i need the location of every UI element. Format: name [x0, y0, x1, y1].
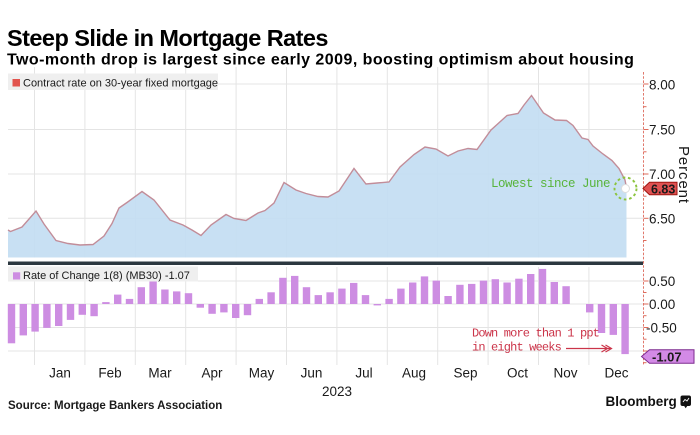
- svg-text:Nov: Nov: [553, 366, 577, 381]
- svg-text:Bloomberg: Bloomberg: [606, 394, 677, 409]
- svg-text:-0.50: -0.50: [646, 320, 677, 335]
- svg-text:Mar: Mar: [148, 366, 172, 381]
- svg-text:in eight weeks: in eight weeks: [472, 341, 562, 355]
- svg-text:Aug: Aug: [402, 366, 426, 381]
- svg-text:Source: Mortgage Bankers Assoc: Source: Mortgage Bankers Association: [8, 400, 222, 412]
- svg-text:-1.07: -1.07: [652, 349, 682, 364]
- svg-text:Jun: Jun: [301, 366, 323, 381]
- svg-text:Feb: Feb: [98, 366, 121, 381]
- svg-text:Rate of Change 1(8) (MB30) -1.: Rate of Change 1(8) (MB30) -1.07: [23, 270, 190, 282]
- svg-text:Jul: Jul: [355, 366, 372, 381]
- svg-text:Jan: Jan: [49, 366, 71, 381]
- svg-text:Apr: Apr: [201, 366, 223, 381]
- svg-text:6.83: 6.83: [651, 182, 675, 196]
- svg-text:Steep Slide in Mortgage Rates: Steep Slide in Mortgage Rates: [7, 25, 328, 51]
- svg-text:Sep: Sep: [453, 366, 477, 381]
- svg-text:0.00: 0.00: [649, 297, 675, 312]
- svg-text:Contract rate on 30-year fixed: Contract rate on 30-year fixed mortgage: [23, 77, 218, 89]
- svg-text:6.50: 6.50: [649, 211, 675, 226]
- svg-text:7.50: 7.50: [649, 123, 675, 138]
- svg-text:Oct: Oct: [507, 366, 528, 381]
- svg-text:0.50: 0.50: [649, 274, 675, 289]
- svg-text:Two-month drop is largest sinc: Two-month drop is largest since early 20…: [7, 52, 634, 69]
- svg-text:Lowest since June: Lowest since June: [491, 177, 610, 191]
- svg-text:May: May: [249, 366, 275, 381]
- svg-text:7.00: 7.00: [649, 167, 675, 182]
- svg-text:Down more than 1 ppt: Down more than 1 ppt: [472, 327, 599, 341]
- svg-text:Percent: Percent: [675, 146, 692, 204]
- svg-text:Dec: Dec: [604, 366, 628, 381]
- svg-text:8.00: 8.00: [649, 78, 675, 93]
- svg-text:2023: 2023: [322, 384, 352, 399]
